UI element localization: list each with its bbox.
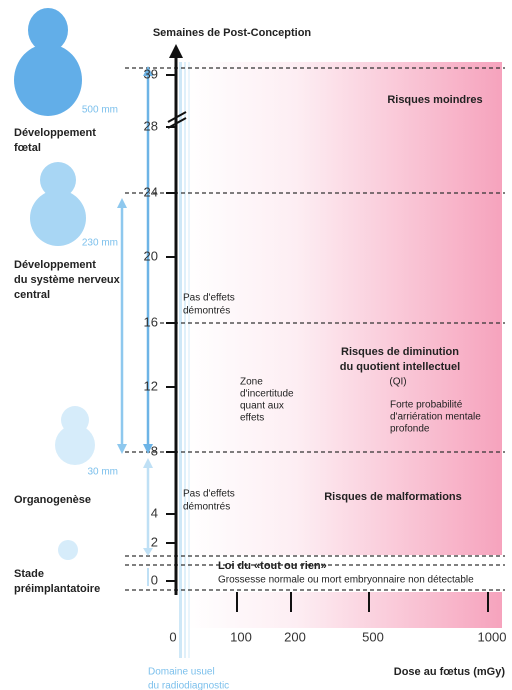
x-tick-label: 500 bbox=[362, 629, 384, 644]
y-tick-label: 12 bbox=[144, 378, 158, 393]
x-tick-label: 0 bbox=[169, 629, 176, 644]
y-tick-label: 0 bbox=[151, 572, 158, 587]
zone-label: Loi du «tout ou rien» bbox=[218, 560, 327, 572]
y-tick-label: 20 bbox=[144, 248, 158, 263]
y-tick-label: 24 bbox=[144, 184, 158, 199]
x-tick-label: 200 bbox=[284, 629, 306, 644]
zone-label: quant aux bbox=[240, 401, 284, 412]
usual-domain-stripes bbox=[179, 62, 190, 658]
y-tick-label: 4 bbox=[151, 505, 158, 520]
zone-label: d'arriération mentale bbox=[390, 412, 481, 423]
dashed-lines bbox=[125, 67, 505, 591]
stage-label: Développement bbox=[14, 127, 96, 139]
stage-label: préimplantatoire bbox=[14, 583, 100, 595]
fetus-icons bbox=[14, 8, 95, 560]
zone-label: Risques de diminution bbox=[341, 346, 459, 358]
stage-size: 500 mm bbox=[82, 105, 118, 116]
dose-gradient bbox=[185, 592, 502, 628]
zone-label: Zone bbox=[240, 377, 263, 388]
stage-label: central bbox=[14, 289, 50, 301]
stage-size: 230 mm bbox=[82, 238, 118, 249]
stage-size: 30 mm bbox=[87, 467, 118, 478]
zone-label: Grossesse normale ou mort embryonnaire n… bbox=[218, 575, 474, 586]
zone-label: Risques de malformations bbox=[324, 491, 462, 503]
x-tick-label: 100 bbox=[230, 629, 252, 644]
zone-label: (QI) bbox=[389, 377, 406, 388]
stage-label: Organogenèse bbox=[14, 494, 91, 506]
zone-label: du quotient intellectuel bbox=[340, 361, 460, 373]
usual-domain-label: Domaine usuel bbox=[148, 667, 215, 678]
x-axis-label: Dose au fœtus (mGy) bbox=[394, 666, 506, 678]
y-tick-label: 28 bbox=[144, 118, 158, 133]
stage-label: Stade bbox=[14, 568, 44, 580]
stage-label: Développement bbox=[14, 259, 96, 271]
zone-label: Forte probabilité bbox=[390, 400, 463, 411]
zone-label: d'incertitude bbox=[240, 389, 294, 400]
usual-domain-label: du radiodiagnostic bbox=[148, 681, 229, 690]
stage-label: du système nerveux bbox=[14, 274, 121, 286]
zone-label: Pas d'effets bbox=[183, 293, 235, 304]
zone-label: démontrés bbox=[183, 306, 230, 317]
risk-gradient bbox=[185, 62, 502, 555]
y-tick-label: 8 bbox=[151, 443, 158, 458]
title: Semaines de Post-Conception bbox=[153, 27, 312, 39]
stage-label: fœtal bbox=[14, 142, 41, 154]
zone-label: Pas d'effets bbox=[183, 489, 235, 500]
zone-label: Risques moindres bbox=[387, 94, 482, 106]
y-tick-label: 16 bbox=[144, 314, 158, 329]
y-tick-label: 2 bbox=[151, 534, 158, 549]
zone-label: effets bbox=[240, 413, 264, 424]
stage-arrows bbox=[117, 66, 153, 586]
y-tick-label: 39 bbox=[144, 66, 158, 81]
x-tick-label: 1000 bbox=[478, 629, 507, 644]
zone-label: démontrés bbox=[183, 502, 230, 513]
zone-label: profonde bbox=[390, 424, 430, 435]
